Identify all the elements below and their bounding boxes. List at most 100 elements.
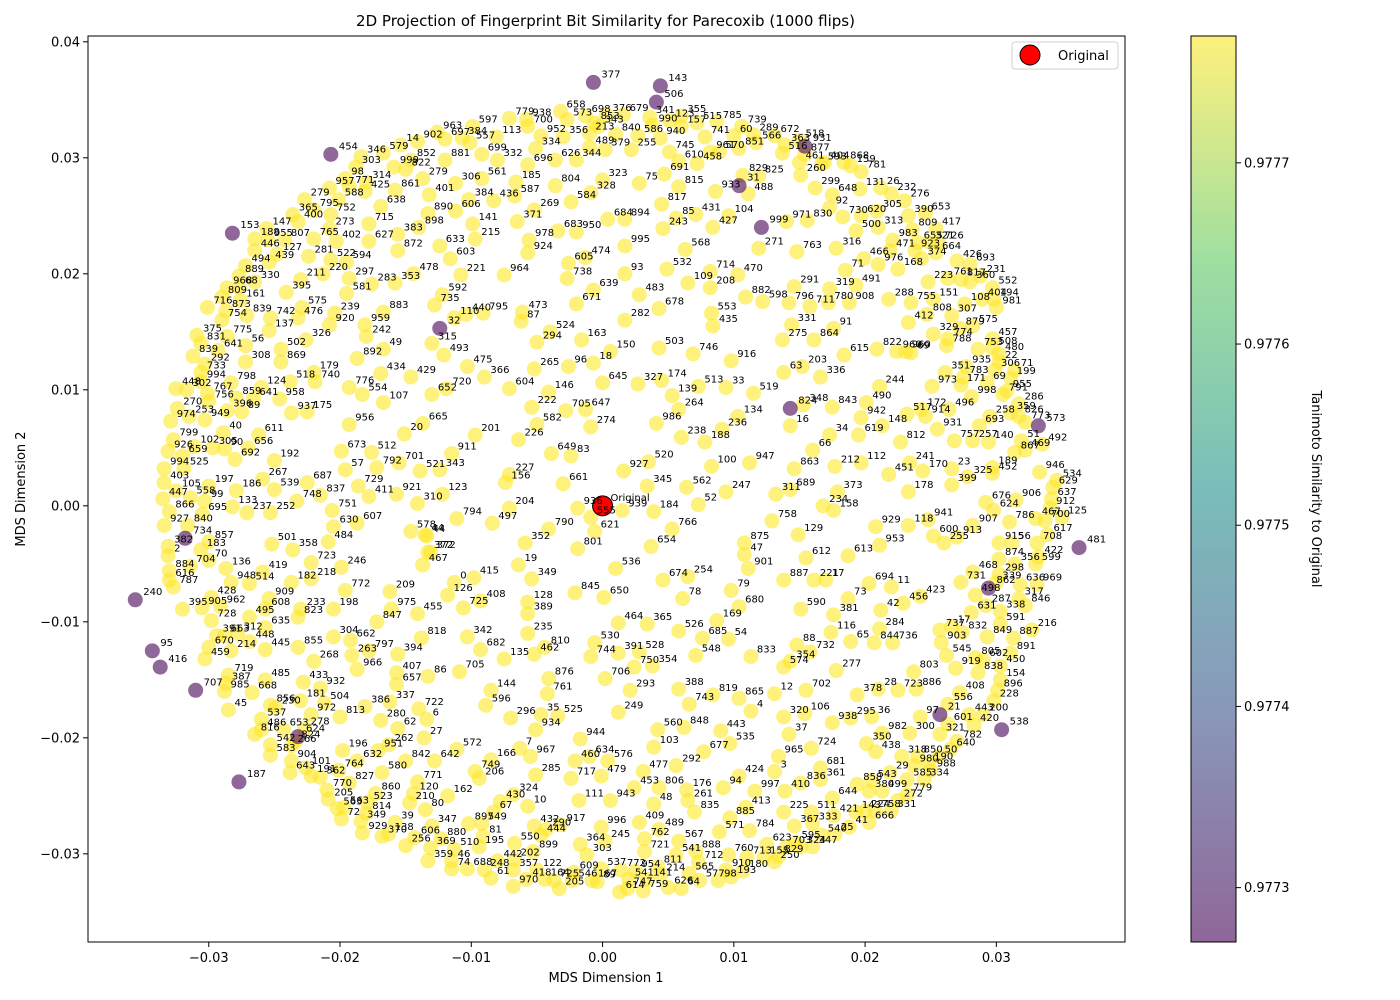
data-point bbox=[522, 748, 538, 764]
data-point bbox=[873, 602, 889, 618]
data-point bbox=[244, 685, 260, 701]
data-point bbox=[415, 171, 431, 187]
point-label: 426 bbox=[963, 249, 982, 260]
data-point bbox=[718, 379, 734, 395]
data-point bbox=[581, 139, 597, 155]
point-label: 66 bbox=[819, 438, 832, 449]
data-point bbox=[555, 129, 571, 145]
data-point bbox=[585, 355, 601, 371]
point-label: 771 bbox=[423, 770, 442, 781]
point-label: 683 bbox=[564, 219, 583, 230]
y-tick-label: 0.03 bbox=[51, 151, 80, 166]
data-point bbox=[343, 632, 359, 648]
point-label: 446 bbox=[261, 239, 280, 250]
point-label: 424 bbox=[745, 764, 764, 775]
point-label: 380 bbox=[875, 779, 894, 790]
data-point bbox=[630, 128, 646, 144]
data-point bbox=[617, 266, 633, 282]
data-point bbox=[770, 748, 786, 764]
point-label: 903 bbox=[947, 631, 966, 642]
data-point bbox=[900, 208, 916, 224]
point-label: 390 bbox=[914, 204, 933, 215]
data-point bbox=[497, 475, 513, 491]
point-label: 328 bbox=[597, 181, 616, 192]
point-label: 753 bbox=[984, 337, 1003, 348]
point-label: 369 bbox=[437, 836, 456, 847]
data-point bbox=[600, 211, 616, 227]
data-point bbox=[391, 455, 407, 471]
data-point bbox=[824, 399, 840, 415]
point-label: 983 bbox=[899, 228, 918, 239]
point-label: 957 bbox=[336, 176, 355, 187]
data-point bbox=[409, 606, 425, 622]
point-label: 964 bbox=[510, 263, 529, 274]
data-point bbox=[671, 833, 687, 849]
point-label: 266 bbox=[297, 734, 316, 745]
data-point bbox=[853, 410, 869, 426]
point-label: 500 bbox=[862, 219, 881, 230]
data-point bbox=[354, 386, 370, 402]
point-label: 876 bbox=[555, 667, 574, 678]
point-label: 96 bbox=[574, 355, 587, 366]
data-point bbox=[446, 841, 462, 857]
data-point bbox=[526, 202, 542, 218]
data-point bbox=[220, 702, 236, 718]
data-point bbox=[992, 658, 1008, 674]
data-point-low-similarity bbox=[652, 78, 668, 94]
point-label: 151 bbox=[939, 287, 958, 298]
data-point bbox=[490, 853, 506, 869]
point-label: 844 bbox=[880, 631, 899, 642]
data-point bbox=[238, 354, 254, 370]
colorbar-tick-label: 0.9777 bbox=[1244, 156, 1290, 171]
point-label: 396 bbox=[233, 399, 252, 410]
point-label: 595 bbox=[802, 830, 821, 841]
point-label: 653 bbox=[931, 201, 950, 212]
point-label: 102 bbox=[200, 435, 219, 446]
point-label: 330 bbox=[261, 270, 280, 281]
point-label: 525 bbox=[564, 704, 583, 715]
point-label: 257 bbox=[979, 429, 998, 440]
data-point bbox=[224, 499, 240, 515]
point-label: 341 bbox=[656, 105, 675, 116]
data-point bbox=[652, 867, 668, 883]
point-label: 456 bbox=[909, 591, 928, 602]
point-label: 911 bbox=[458, 442, 477, 453]
data-point bbox=[194, 506, 210, 522]
point-label: 174 bbox=[668, 369, 687, 380]
data-point bbox=[223, 643, 239, 659]
data-point bbox=[746, 385, 762, 401]
data-point bbox=[853, 164, 869, 180]
data-point bbox=[388, 665, 404, 681]
data-point bbox=[257, 672, 273, 688]
legend-box bbox=[1011, 41, 1119, 70]
data-point bbox=[475, 305, 491, 321]
point-label: 891 bbox=[1017, 641, 1036, 652]
data-point bbox=[382, 694, 398, 710]
point-label: 719 bbox=[234, 663, 253, 674]
point-label: 587 bbox=[521, 184, 540, 195]
point-label: 620 bbox=[867, 204, 886, 215]
point-label: 336 bbox=[826, 365, 845, 376]
data-point bbox=[528, 767, 544, 783]
data-point bbox=[970, 665, 986, 681]
point-label: 31 bbox=[747, 173, 760, 184]
data-point bbox=[370, 743, 386, 759]
data-point bbox=[900, 484, 916, 500]
point-label: 415 bbox=[480, 566, 499, 577]
data-point bbox=[424, 818, 440, 834]
data-point bbox=[541, 671, 557, 687]
point-label: 201 bbox=[481, 423, 500, 434]
point-label: 829 bbox=[784, 844, 803, 855]
data-point bbox=[563, 770, 579, 786]
point-label: 617 bbox=[1054, 523, 1073, 534]
point-label: 215 bbox=[481, 227, 500, 238]
point-label: 652 bbox=[438, 382, 457, 393]
point-label: 526 bbox=[685, 619, 704, 630]
data-point bbox=[668, 210, 684, 226]
data-point bbox=[689, 115, 705, 131]
point-label: 233 bbox=[307, 597, 326, 608]
point-label: 226 bbox=[525, 428, 544, 439]
point-label: 391 bbox=[624, 641, 643, 652]
point-label: 612 bbox=[812, 546, 831, 557]
point-label: 770 bbox=[333, 778, 352, 789]
